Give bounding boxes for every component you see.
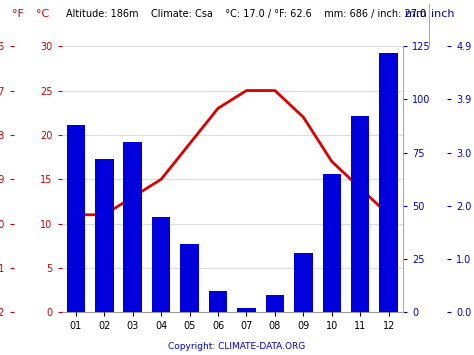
Text: °F: °F <box>12 9 24 19</box>
Bar <box>66 125 85 312</box>
Text: °C: °C <box>36 9 49 19</box>
Bar <box>322 174 341 312</box>
Text: mm: mm <box>405 9 427 19</box>
Bar <box>209 291 227 312</box>
Bar <box>180 244 199 312</box>
Bar <box>237 308 255 312</box>
Bar <box>351 116 369 312</box>
Text: inch: inch <box>431 9 455 19</box>
Bar <box>379 53 398 312</box>
Bar <box>265 295 284 312</box>
Bar <box>294 253 312 312</box>
Text: Copyright: CLIMATE-DATA.ORG: Copyright: CLIMATE-DATA.ORG <box>168 343 306 351</box>
Bar <box>123 142 142 312</box>
Text: Altitude: 186m    Climate: Csa    °C: 17.0 / °F: 62.6    mm: 686 / inch: 27.0: Altitude: 186m Climate: Csa °C: 17.0 / °… <box>66 9 427 19</box>
Bar <box>152 217 170 312</box>
Bar <box>95 159 113 312</box>
